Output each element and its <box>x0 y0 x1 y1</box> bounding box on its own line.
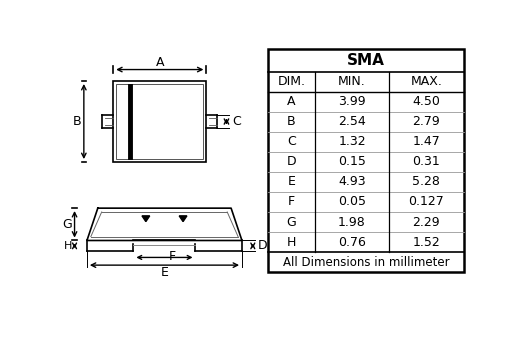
Text: D: D <box>258 239 268 252</box>
Text: 0.05: 0.05 <box>338 196 366 208</box>
Text: 2.79: 2.79 <box>412 115 440 129</box>
Text: 0.76: 0.76 <box>338 235 366 248</box>
Text: 0.15: 0.15 <box>338 155 366 169</box>
Text: 4.93: 4.93 <box>338 175 366 189</box>
Text: 1.98: 1.98 <box>338 215 366 229</box>
Text: C: C <box>233 115 241 128</box>
Text: 3.99: 3.99 <box>338 95 366 108</box>
Text: SMA: SMA <box>347 53 385 68</box>
Text: C: C <box>287 135 296 148</box>
Text: E: E <box>160 266 169 279</box>
Text: A: A <box>156 56 164 69</box>
Text: 2.29: 2.29 <box>412 215 440 229</box>
Text: 1.47: 1.47 <box>412 135 440 148</box>
Text: MAX.: MAX. <box>410 75 442 88</box>
Text: G: G <box>63 218 73 231</box>
Text: 1.52: 1.52 <box>412 235 440 248</box>
Text: F: F <box>288 196 295 208</box>
Text: F: F <box>168 250 175 263</box>
Bar <box>113 81 206 162</box>
Text: DIM.: DIM. <box>278 75 305 88</box>
Bar <box>268 49 464 272</box>
Text: MIN.: MIN. <box>338 75 366 88</box>
Text: All Dimensions in millimeter: All Dimensions in millimeter <box>282 256 449 268</box>
Text: 0.127: 0.127 <box>409 196 444 208</box>
Polygon shape <box>179 216 187 222</box>
Bar <box>116 84 203 159</box>
Text: B: B <box>73 115 81 128</box>
Text: D: D <box>287 155 296 169</box>
Text: 0.31: 0.31 <box>412 155 440 169</box>
Text: A: A <box>287 95 296 108</box>
Text: 1.32: 1.32 <box>338 135 366 148</box>
Text: 5.28: 5.28 <box>412 175 441 189</box>
Text: E: E <box>288 175 295 189</box>
Text: H: H <box>63 241 72 251</box>
Text: B: B <box>287 115 296 129</box>
Text: 2.54: 2.54 <box>338 115 366 129</box>
Polygon shape <box>142 216 150 222</box>
Text: H: H <box>287 235 296 248</box>
Text: 4.50: 4.50 <box>412 95 441 108</box>
Text: G: G <box>287 215 296 229</box>
